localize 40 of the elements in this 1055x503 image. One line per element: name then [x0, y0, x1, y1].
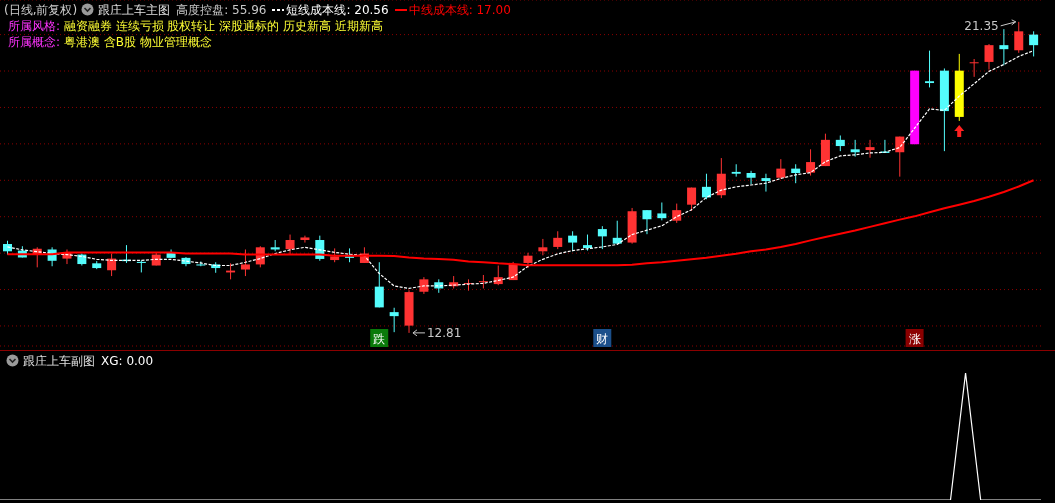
- candlestick: [642, 209, 652, 235]
- x-tick-label: 涨: [908, 332, 921, 346]
- candlestick: [672, 203, 682, 224]
- candlestick: [791, 163, 801, 184]
- chart-subtitle: 跟庄上车主图: [98, 3, 171, 17]
- annotation: 高度控盘: 55.96: [176, 3, 267, 17]
- annotation: 21.35: [964, 18, 999, 33]
- text: XG: 0.00: [101, 354, 154, 368]
- candlestick: [701, 173, 711, 200]
- annotation: 12.81: [426, 325, 462, 340]
- x-tick-label: 财: [596, 332, 609, 346]
- legend-label: 中线成本线: 17.00: [407, 3, 511, 17]
- candlestick: [300, 235, 310, 244]
- candlestick: [285, 234, 295, 256]
- candlestick: [925, 50, 935, 88]
- candlestick: [597, 225, 607, 250]
- annotation: 所属风格: 融资融券 连续亏损 股权转让 深股通标的 历史新高 近期新高: [8, 19, 383, 33]
- candlestick: [478, 274, 488, 289]
- candlestick: [716, 157, 726, 199]
- x-tick-label: 跌: [373, 332, 386, 346]
- annotation: 所属概念: 粤港澳 含B股 物业管理概念: [8, 35, 212, 49]
- candlestick: [374, 261, 384, 308]
- legend-label: 短线成本线: 20.56: [285, 3, 389, 17]
- chart-title: 跟庄上车副图: [23, 354, 95, 368]
- chart-title: (日线,前复权): [4, 3, 78, 17]
- candlestick: [389, 307, 399, 333]
- candlestick: [806, 148, 816, 177]
- candlestick: [240, 248, 250, 277]
- candlestick: [969, 58, 979, 78]
- candlestick: [568, 230, 578, 252]
- candlestick: [984, 43, 994, 71]
- candlestick: [1014, 21, 1024, 54]
- candlestick: [999, 28, 1009, 66]
- candlestick: [731, 163, 741, 178]
- candlestick: [538, 238, 548, 256]
- candlestick: [761, 173, 771, 193]
- candlestick: [865, 139, 875, 159]
- candlestick: [776, 158, 786, 180]
- candlestick: [746, 170, 756, 185]
- candlestick: [1029, 30, 1039, 57]
